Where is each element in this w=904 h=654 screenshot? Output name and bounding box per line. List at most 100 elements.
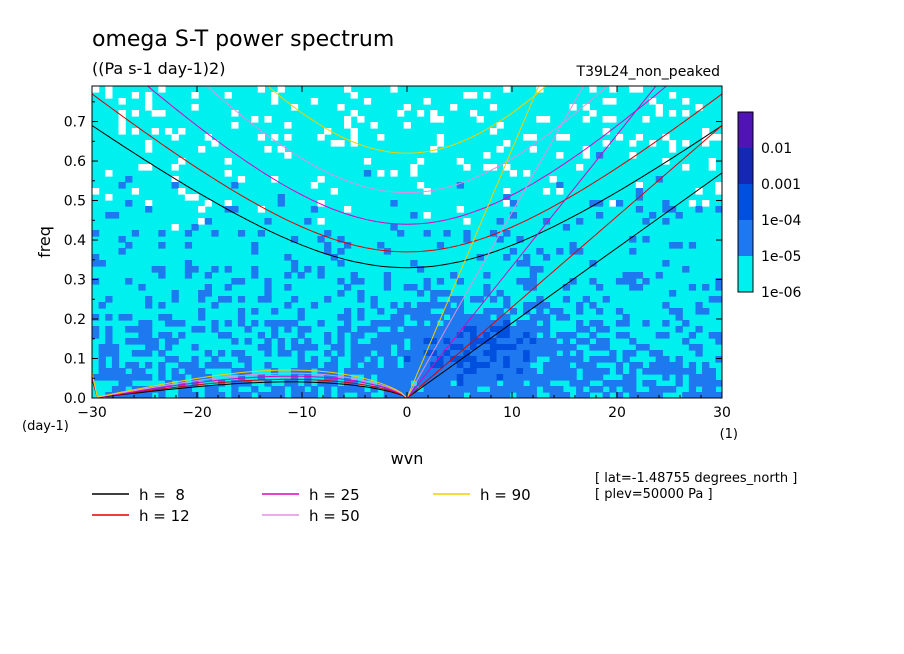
spectrum-cell <box>496 332 504 339</box>
spectrum-cell <box>615 200 624 207</box>
spectrum-cell <box>602 116 610 123</box>
spectrum-cell <box>668 110 677 117</box>
spectrum-cell <box>436 140 445 147</box>
spectrum-cell <box>264 320 272 327</box>
spectrum-cell <box>158 350 166 357</box>
y-tick-label: 0.4 <box>64 233 86 249</box>
spectrum-cell <box>363 344 372 351</box>
spectrum-cell <box>337 314 345 321</box>
spectrum-cell <box>615 320 624 327</box>
spectrum-cell <box>423 302 431 309</box>
spectrum-cell <box>211 386 219 393</box>
spectrum-cell <box>496 374 504 381</box>
spectrum-cell <box>562 356 571 363</box>
spectrum-cell <box>536 314 544 321</box>
spectrum-cell <box>470 368 478 375</box>
spectrum-cell <box>403 350 411 357</box>
spectrum-cell <box>211 266 219 273</box>
spectrum-cell <box>655 356 663 363</box>
spectrum-cell <box>436 314 445 321</box>
spectrum-cell <box>556 332 564 339</box>
gravity-curve <box>92 125 722 269</box>
colorbar-swatch <box>738 148 753 184</box>
spectrum-cell <box>416 290 425 297</box>
spectrum-cell <box>470 374 478 381</box>
spectrum-cell <box>390 374 398 381</box>
spectrum-cell <box>456 380 464 387</box>
spectrum-cell <box>310 356 319 363</box>
spectrum-cell <box>158 392 166 398</box>
spectrum-cell <box>562 344 571 351</box>
chart-title: omega S-T power spectrum <box>92 27 394 52</box>
spectrum-cell <box>131 338 140 345</box>
spectrum-cell <box>423 374 431 381</box>
spectrum-cell <box>489 362 498 369</box>
spectrum-cell <box>416 320 425 327</box>
spectrum-cell <box>218 380 226 387</box>
spectrum-cell <box>403 302 411 309</box>
spectrum-cell <box>423 308 431 315</box>
spectrum-cell <box>350 356 358 363</box>
spectrum-cell <box>410 332 418 339</box>
spectrum-cell <box>410 284 418 291</box>
spectrum-cell <box>363 392 372 398</box>
spectrum-cell <box>125 362 133 369</box>
spectrum-cell <box>463 362 471 369</box>
spectrum-cell <box>688 242 697 249</box>
spectrum-cell <box>350 272 358 279</box>
spectrum-cell <box>191 374 199 381</box>
colorbar-label: 1e-04 <box>761 213 801 229</box>
spectrum-cell <box>105 326 113 333</box>
spectrum-cell <box>715 182 722 189</box>
spectrum-cell <box>350 338 358 345</box>
spectrum-cell <box>509 338 518 345</box>
spectrum-cell <box>682 110 690 117</box>
spectrum-cell <box>231 182 239 189</box>
spectrum-cell <box>476 350 484 357</box>
spectrum-cell <box>523 134 531 141</box>
spectrum-cell <box>503 200 511 207</box>
spectrum-cell <box>290 374 299 381</box>
spectrum-cell <box>357 332 365 339</box>
spectrum-cell <box>290 320 299 327</box>
spectrum-cell <box>549 308 557 315</box>
spectrum-cell <box>363 368 372 375</box>
spectrum-cell <box>562 374 571 381</box>
spectrum-cell <box>310 386 319 393</box>
spectrum-cell <box>257 86 266 93</box>
spectrum-cell <box>284 134 292 141</box>
spectrum-cell <box>118 122 126 129</box>
spectrum-cell <box>596 152 604 159</box>
spectrum-cell <box>397 380 405 387</box>
spectrum-cell <box>304 218 312 225</box>
spectrum-cell <box>496 122 504 129</box>
spectrum-cell <box>496 308 504 315</box>
spectrum-cell <box>509 344 518 351</box>
spectrum-cell <box>470 92 478 99</box>
spectrum-cell <box>423 314 431 321</box>
spectrum-cell <box>536 248 544 255</box>
spectrum-cell <box>470 344 478 351</box>
gravity-curve <box>146 86 668 225</box>
spectrum-cell <box>688 284 697 291</box>
spectrum-cell <box>363 362 372 369</box>
spectrum-cell <box>662 200 670 207</box>
spectrum-cell <box>297 314 305 321</box>
spectrum-cell <box>456 302 464 309</box>
spectrum-cell <box>523 338 531 345</box>
spectrum-cell <box>503 188 511 195</box>
spectrum-cell <box>290 236 299 243</box>
spectrum-cell <box>596 386 604 393</box>
spectrum-cell <box>131 326 140 333</box>
spectrum-cell <box>198 206 206 213</box>
spectrum-cell <box>198 368 206 375</box>
spectrum-cell <box>509 308 518 315</box>
spectrum-cell <box>436 356 445 363</box>
spectrum-cell <box>324 128 332 135</box>
spectrum-cell <box>390 368 398 375</box>
spectrum-cell <box>171 338 179 345</box>
spectrum-cell <box>105 350 113 357</box>
spectrum-cell <box>596 308 604 315</box>
spectrum-cell <box>476 362 484 369</box>
spectrum-cell <box>290 344 299 351</box>
